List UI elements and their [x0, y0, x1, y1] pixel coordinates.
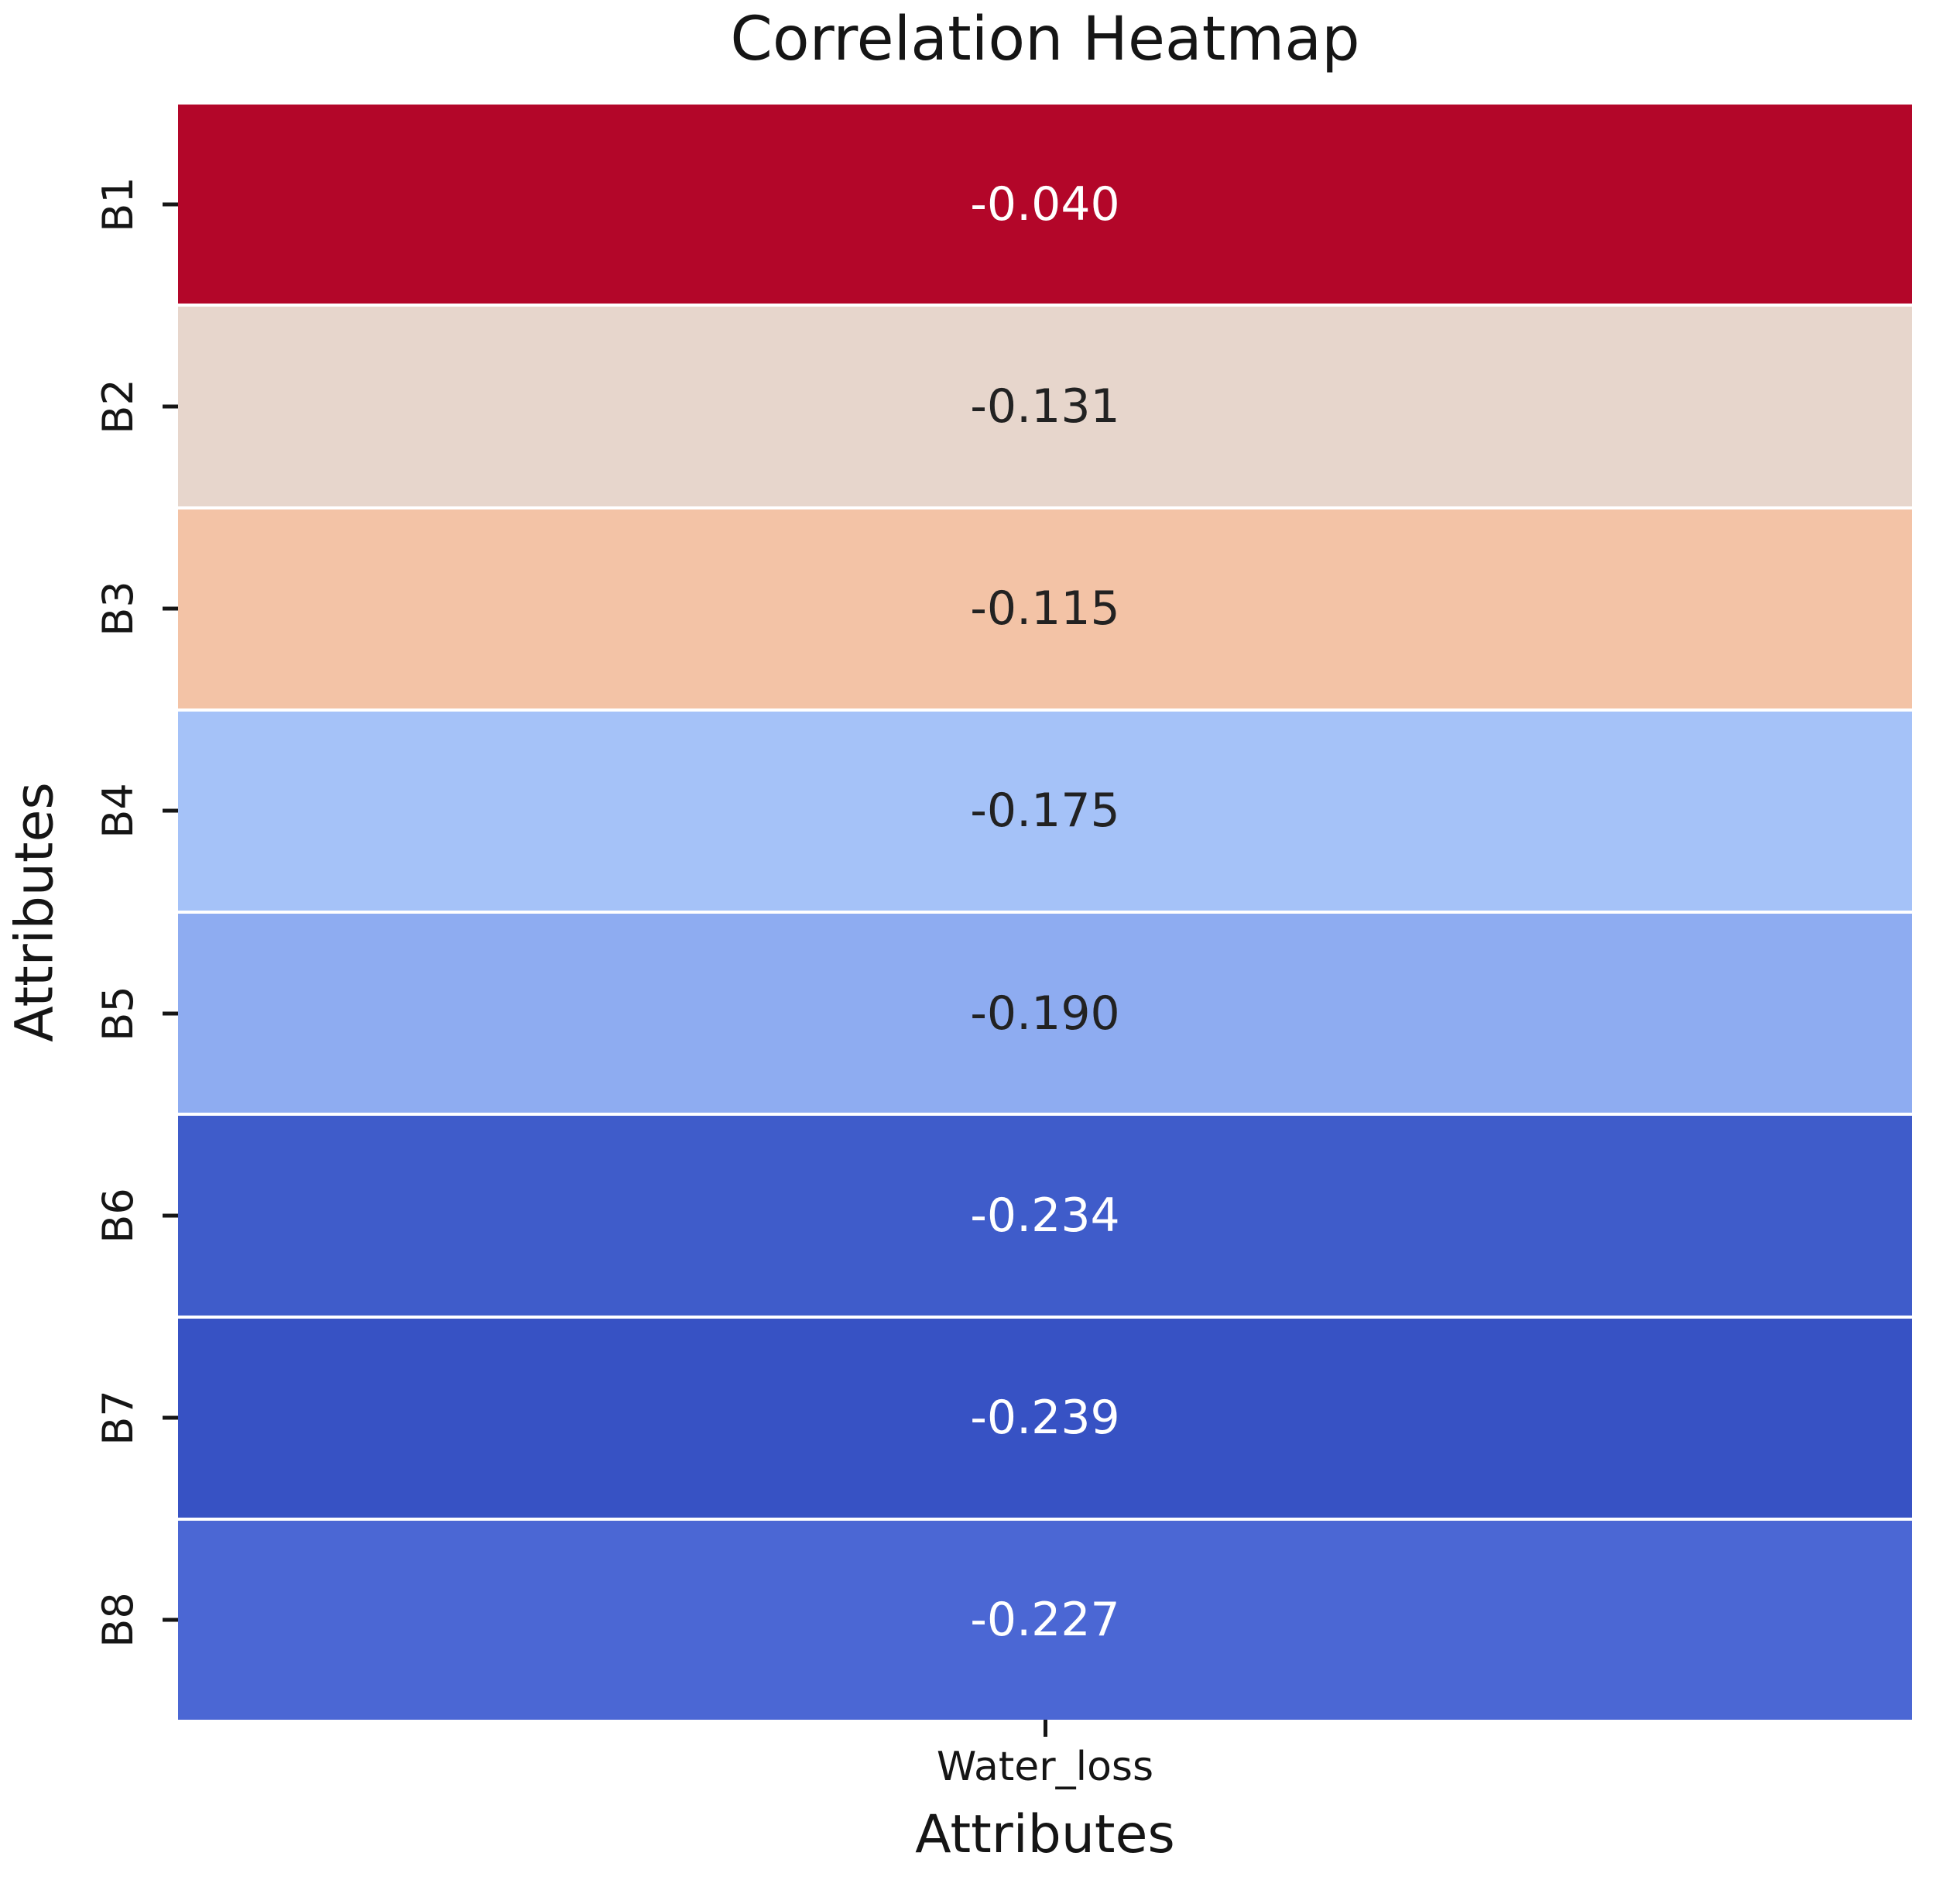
cell-value-label: -0.239 — [970, 1391, 1120, 1446]
cell-value-label: -0.175 — [970, 784, 1120, 839]
heatmap-cell-b8: -0.227 — [178, 1520, 1912, 1720]
cell-value-label: -0.040 — [970, 177, 1120, 232]
chart-title: Correlation Heatmap — [730, 5, 1360, 74]
y-tick-mark — [163, 1618, 178, 1622]
y-tick-label-b1: B1 — [93, 176, 142, 232]
y-tick-label-b2: B2 — [93, 379, 142, 434]
y-tick-mark — [163, 808, 178, 813]
y-tick-mark — [163, 404, 178, 409]
y-tick-mark — [163, 1213, 178, 1218]
y-tick-mark — [163, 202, 178, 207]
x-tick-label: Water_loss — [936, 1744, 1154, 1790]
heatmap-cell-b7: -0.239 — [178, 1318, 1912, 1518]
x-tick-mark — [1044, 1720, 1047, 1737]
y-tick-label-b5: B5 — [93, 985, 142, 1041]
heatmap-cell-b5: -0.190 — [178, 914, 1912, 1113]
y-tick-label-b7: B7 — [93, 1390, 142, 1446]
cell-value-label: -0.190 — [970, 986, 1120, 1041]
y-tick-label-b4: B4 — [93, 783, 142, 839]
heatmap-cell-b1: -0.040 — [178, 105, 1912, 304]
heatmap-cell-b2: -0.131 — [178, 307, 1912, 506]
heatmap-cell-b4: -0.175 — [178, 711, 1912, 911]
x-axis-label: Attributes — [915, 1804, 1175, 1865]
y-tick-label-b6: B6 — [93, 1188, 142, 1244]
cell-value-label: -0.131 — [970, 379, 1120, 434]
y-axis-ticks: B1 B2 B3 B4 B5 B6 B7 B8 — [0, 105, 178, 1720]
cell-value-label: -0.227 — [970, 1593, 1120, 1648]
heatmap-plot-area: -0.040 -0.131 -0.115 -0.175 -0.190 -0.234 -0.2… — [178, 105, 1912, 1720]
y-tick-label-b8: B8 — [93, 1592, 142, 1648]
y-tick-mark — [163, 1415, 178, 1420]
y-tick-label-b3: B3 — [93, 581, 142, 636]
cell-value-label: -0.115 — [970, 581, 1120, 636]
y-tick-mark — [163, 1011, 178, 1016]
cell-value-label: -0.234 — [970, 1188, 1120, 1243]
heatmap-cell-b3: -0.115 — [178, 509, 1912, 708]
heatmap-cell-b6: -0.234 — [178, 1116, 1912, 1316]
y-tick-mark — [163, 606, 178, 611]
